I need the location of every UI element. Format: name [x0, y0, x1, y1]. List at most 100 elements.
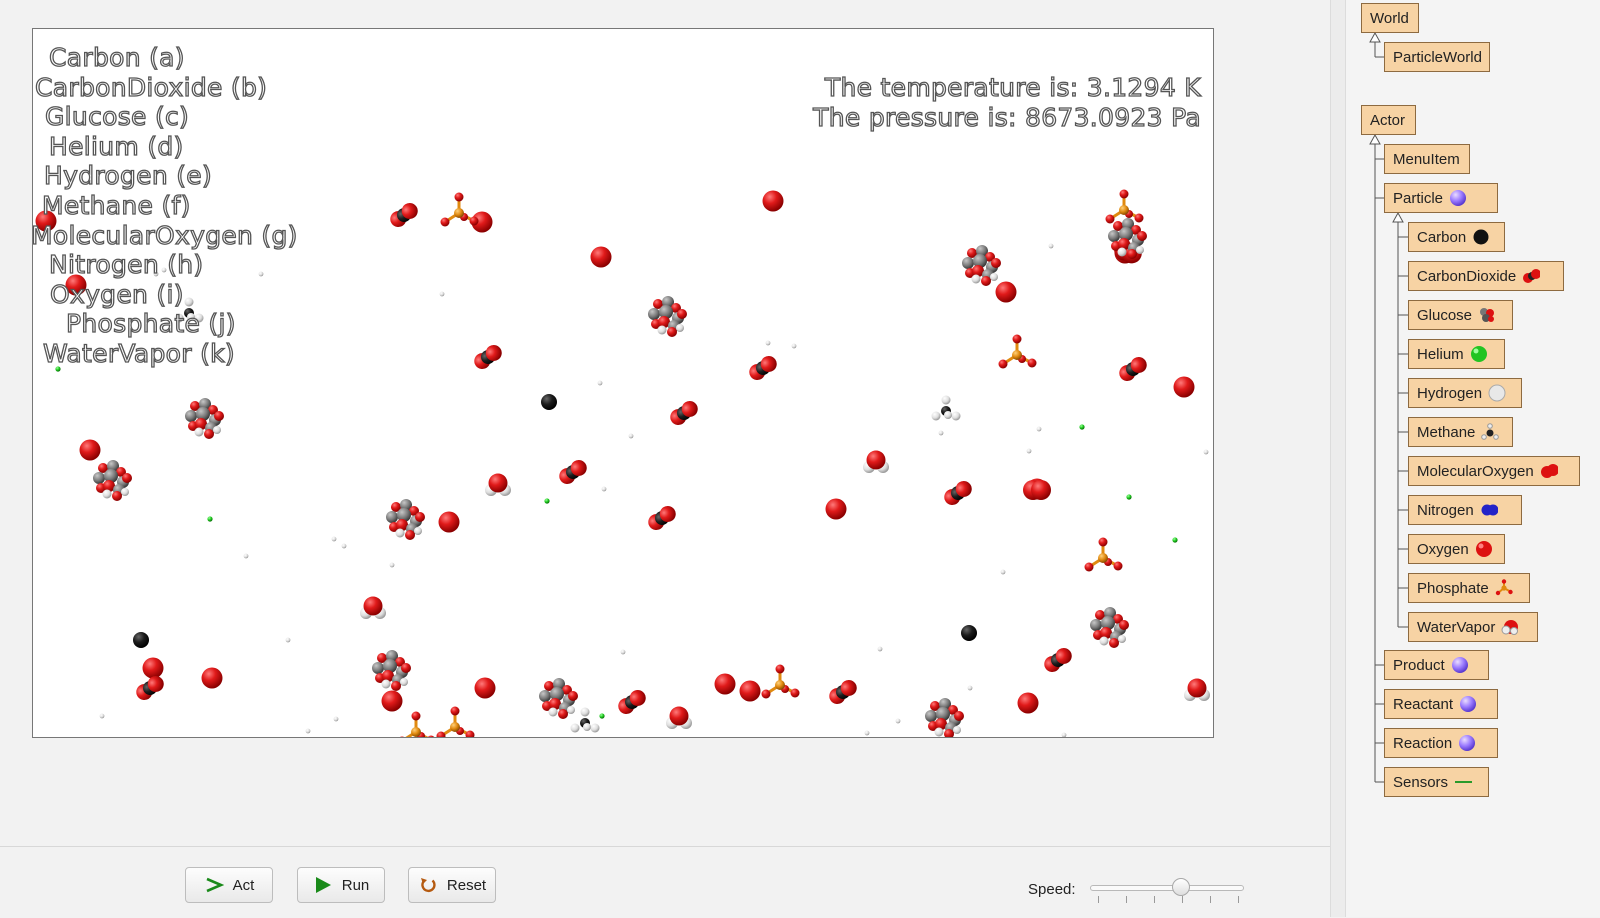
class-menuitem[interactable]: MenuItem — [1384, 144, 1470, 174]
hydrogen-particle — [258, 271, 264, 277]
class-label: Methane — [1417, 423, 1476, 441]
hydrogen-particle — [895, 718, 901, 724]
class-label: Product — [1393, 656, 1445, 674]
class-carbondioxide[interactable]: CarbonDioxide — [1408, 261, 1564, 291]
co2-molecule — [944, 480, 972, 506]
water-molecule — [360, 596, 386, 619]
class-nitrogen[interactable]: Nitrogen — [1408, 495, 1522, 525]
glucose-molecule — [185, 398, 224, 439]
hydrogen-particle — [305, 728, 311, 734]
class-molecularoxygen[interactable]: MolecularOxygen — [1408, 456, 1580, 486]
speed-slider-track[interactable] — [1090, 885, 1244, 891]
co2-molecule — [390, 202, 418, 228]
oxygen-particle — [1017, 692, 1039, 714]
class-glucose[interactable]: Glucose — [1408, 300, 1513, 330]
class-reaction[interactable]: Reaction — [1384, 728, 1498, 758]
water-molecule — [485, 473, 511, 496]
speed-slider-knob[interactable] — [1171, 878, 1190, 896]
hydrogen-particle — [620, 649, 626, 655]
phosphate-molecule — [1105, 189, 1144, 224]
legend-item: Glucose (c) — [44, 102, 190, 132]
slider-tick — [1126, 896, 1127, 903]
class-carbon[interactable]: Carbon — [1408, 222, 1505, 252]
phosphate-molecule — [440, 192, 479, 227]
class-label: Carbon — [1417, 228, 1467, 246]
class-oxygen[interactable]: Oxygen — [1408, 534, 1505, 564]
oxygen-particle — [471, 211, 493, 233]
hydrogen-particle — [1036, 426, 1042, 432]
class-particleworld[interactable]: ParticleWorld — [1384, 42, 1490, 72]
hydrogen-particle — [99, 713, 105, 719]
legend-item: Nitrogen (h) — [48, 250, 204, 280]
slider-tick — [1154, 896, 1155, 903]
phosphate-molecule — [436, 706, 475, 737]
phosphate-molecule — [998, 334, 1037, 369]
class-label: Hydrogen — [1417, 384, 1483, 402]
oxygen-particle — [590, 246, 612, 268]
hydrogen-particle — [341, 543, 347, 549]
oxygen-particle — [714, 673, 736, 695]
phosphate-molecule — [761, 664, 800, 699]
run-button[interactable]: Run — [297, 867, 385, 903]
hydrogen-particle — [1048, 243, 1054, 249]
class-diagram-pane: World ParticleWorld Actor MenuItem Particle C… — [1346, 0, 1600, 917]
hydrogen-particle — [1061, 732, 1067, 737]
hydrogen-particle — [877, 646, 883, 652]
class-sensors[interactable]: Sensors — [1384, 767, 1489, 797]
act-button[interactable]: Act — [185, 867, 273, 903]
legend-item: Hydrogen (e) — [43, 161, 213, 191]
class-hydrogen[interactable]: Hydrogen — [1408, 378, 1522, 408]
class-label: Reactant — [1393, 695, 1454, 713]
hydrogen-particle — [389, 562, 395, 568]
class-actor[interactable]: Actor — [1361, 105, 1416, 135]
class-label: World — [1370, 9, 1409, 27]
class-helium[interactable]: Helium — [1408, 339, 1505, 369]
class-phosphate[interactable]: Phosphate — [1408, 573, 1530, 603]
methane-molecule-icon — [1481, 423, 1500, 441]
class-label: Reaction — [1393, 734, 1453, 752]
purple-sphere-icon — [1449, 189, 1467, 207]
purple-sphere-icon — [1459, 695, 1477, 713]
hydrogen-particle — [938, 430, 944, 436]
hydrogen-particle — [285, 637, 291, 643]
glucose-molecule — [1090, 607, 1129, 648]
hydrogen-particle — [864, 730, 870, 736]
legend-item: WaterVapor (k) — [42, 338, 235, 368]
hydrogen-particle — [331, 536, 337, 542]
co2-molecule — [559, 459, 587, 485]
hydrogen-particle — [597, 380, 603, 386]
class-product[interactable]: Product — [1384, 650, 1489, 680]
class-particle[interactable]: Particle — [1384, 183, 1498, 213]
reset-button[interactable]: Reset — [408, 867, 496, 903]
thermo-readout: The temperature is: 3.1294 K The pressur… — [813, 72, 1202, 132]
legend-item: Methane (f) — [41, 190, 191, 220]
hydrogen-particle — [765, 340, 771, 346]
white-sphere-icon — [1488, 384, 1506, 402]
class-hierarchy-lines — [1369, 31, 1408, 783]
red-sphere-icon — [1475, 540, 1493, 558]
particle-layer — [35, 189, 1210, 737]
carbon-particle — [133, 632, 149, 648]
co2-molecule — [1044, 647, 1072, 673]
glucose-molecule — [962, 245, 1001, 286]
hydrogen-particle — [628, 433, 634, 439]
glucose-molecule — [539, 678, 578, 719]
pane-divider[interactable] — [1330, 0, 1346, 917]
phosphate-molecule — [1084, 537, 1123, 572]
simulation-world[interactable]: Carbon (a) CarbonDioxide (b) Glucose (c)… — [32, 28, 1214, 738]
reset-icon — [418, 875, 438, 895]
helium-particle — [1126, 494, 1132, 500]
class-world[interactable]: World — [1361, 3, 1419, 33]
glucose-molecule — [386, 499, 425, 540]
oxygen-particle — [1173, 376, 1195, 398]
helium-particle — [1079, 424, 1085, 430]
class-reactant[interactable]: Reactant — [1384, 689, 1498, 719]
helium-particle — [207, 516, 213, 522]
co2-molecule-icon — [1522, 267, 1541, 285]
class-watervapor[interactable]: WaterVapor — [1408, 612, 1538, 642]
hydrogen-particle — [1203, 449, 1209, 455]
class-methane[interactable]: Methane — [1408, 417, 1513, 447]
co2-molecule — [474, 344, 502, 370]
hydrogen-particle — [243, 553, 249, 559]
oxygen-particle — [79, 439, 101, 461]
